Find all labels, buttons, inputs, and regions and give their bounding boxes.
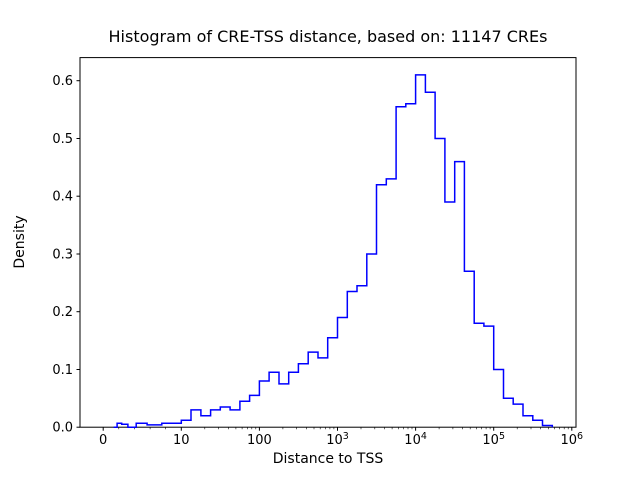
histogram-line xyxy=(113,74,554,428)
y-tick-label: 0.5 xyxy=(52,132,73,147)
x-tick-label: 104 xyxy=(404,431,427,448)
plot-frame xyxy=(79,57,577,428)
x-tick-label: 100 xyxy=(247,433,272,448)
y-tick-label: 0.4 xyxy=(52,190,73,205)
y-tick-label: 0.0 xyxy=(52,421,73,436)
y-tick-label: 0.6 xyxy=(52,74,73,89)
y-tick-label: 0.1 xyxy=(52,363,73,378)
x-tick-label: 103 xyxy=(326,431,349,448)
x-tick-label: 105 xyxy=(482,431,505,448)
y-axis-label: Density xyxy=(12,215,28,268)
histogram-series xyxy=(113,74,554,428)
x-tick-label: 106 xyxy=(561,431,584,448)
x-tick-label: 0 xyxy=(99,433,107,448)
x-tick-label: 10 xyxy=(173,433,190,448)
y-tick-label: 0.3 xyxy=(52,248,73,263)
x-axis-label: Distance to TSS xyxy=(273,451,384,467)
chart-title: Histogram of CRE-TSS distance, based on:… xyxy=(109,27,548,46)
y-tick-label: 0.2 xyxy=(52,305,73,320)
